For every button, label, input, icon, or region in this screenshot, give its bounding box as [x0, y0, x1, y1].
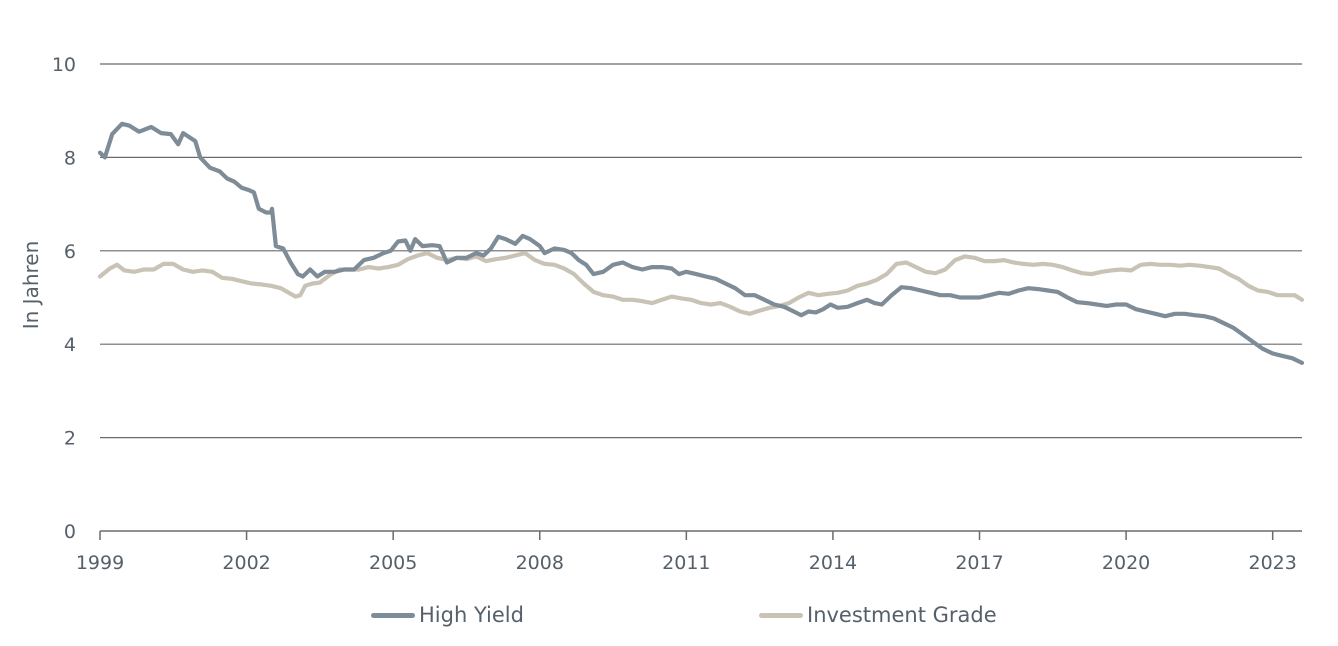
- legend-item-high-yield: High Yield: [371, 598, 524, 632]
- x-tick-label: 1999: [76, 552, 124, 574]
- y-tick-label: 10: [52, 54, 76, 76]
- x-tick-label: 2008: [516, 552, 564, 574]
- legend-swatch-high-yield: [371, 612, 415, 618]
- y-tick-label: 6: [64, 241, 76, 263]
- x-tick-label: 2002: [222, 552, 270, 574]
- x-tick-label: 2020: [1102, 552, 1150, 574]
- y-axis-title: In Jahren: [19, 241, 43, 330]
- series-lines: [97, 121, 1305, 365]
- series-line-high-yield: [97, 121, 1305, 365]
- legend-swatch-investment-grade: [759, 612, 803, 618]
- legend-label-high-yield: High Yield: [419, 603, 524, 627]
- y-axis-ticks: 0 2 4 6 8 10: [52, 54, 76, 543]
- y-tick-label: 8: [64, 147, 76, 169]
- gridlines: [100, 63, 1302, 439]
- x-tick-label: 2023: [1249, 552, 1297, 574]
- x-tick-label: 2005: [369, 552, 417, 574]
- y-tick-label: 0: [64, 521, 76, 543]
- legend-item-investment-grade: Investment Grade: [759, 598, 997, 632]
- series-line-investment-grade: [97, 251, 1305, 316]
- x-axis: 1999 2002 2005 2008 2011 2014 2017 2020 2023: [76, 530, 1302, 574]
- y-tick-label: 4: [64, 334, 76, 356]
- x-tick-label: 2011: [662, 552, 710, 574]
- legend-label-investment-grade: Investment Grade: [807, 603, 997, 627]
- x-tick-label: 2017: [955, 552, 1003, 574]
- y-tick-label: 2: [64, 428, 76, 450]
- legend: High Yield Investment Grade: [0, 598, 1338, 632]
- x-tick-label: 2014: [809, 552, 857, 574]
